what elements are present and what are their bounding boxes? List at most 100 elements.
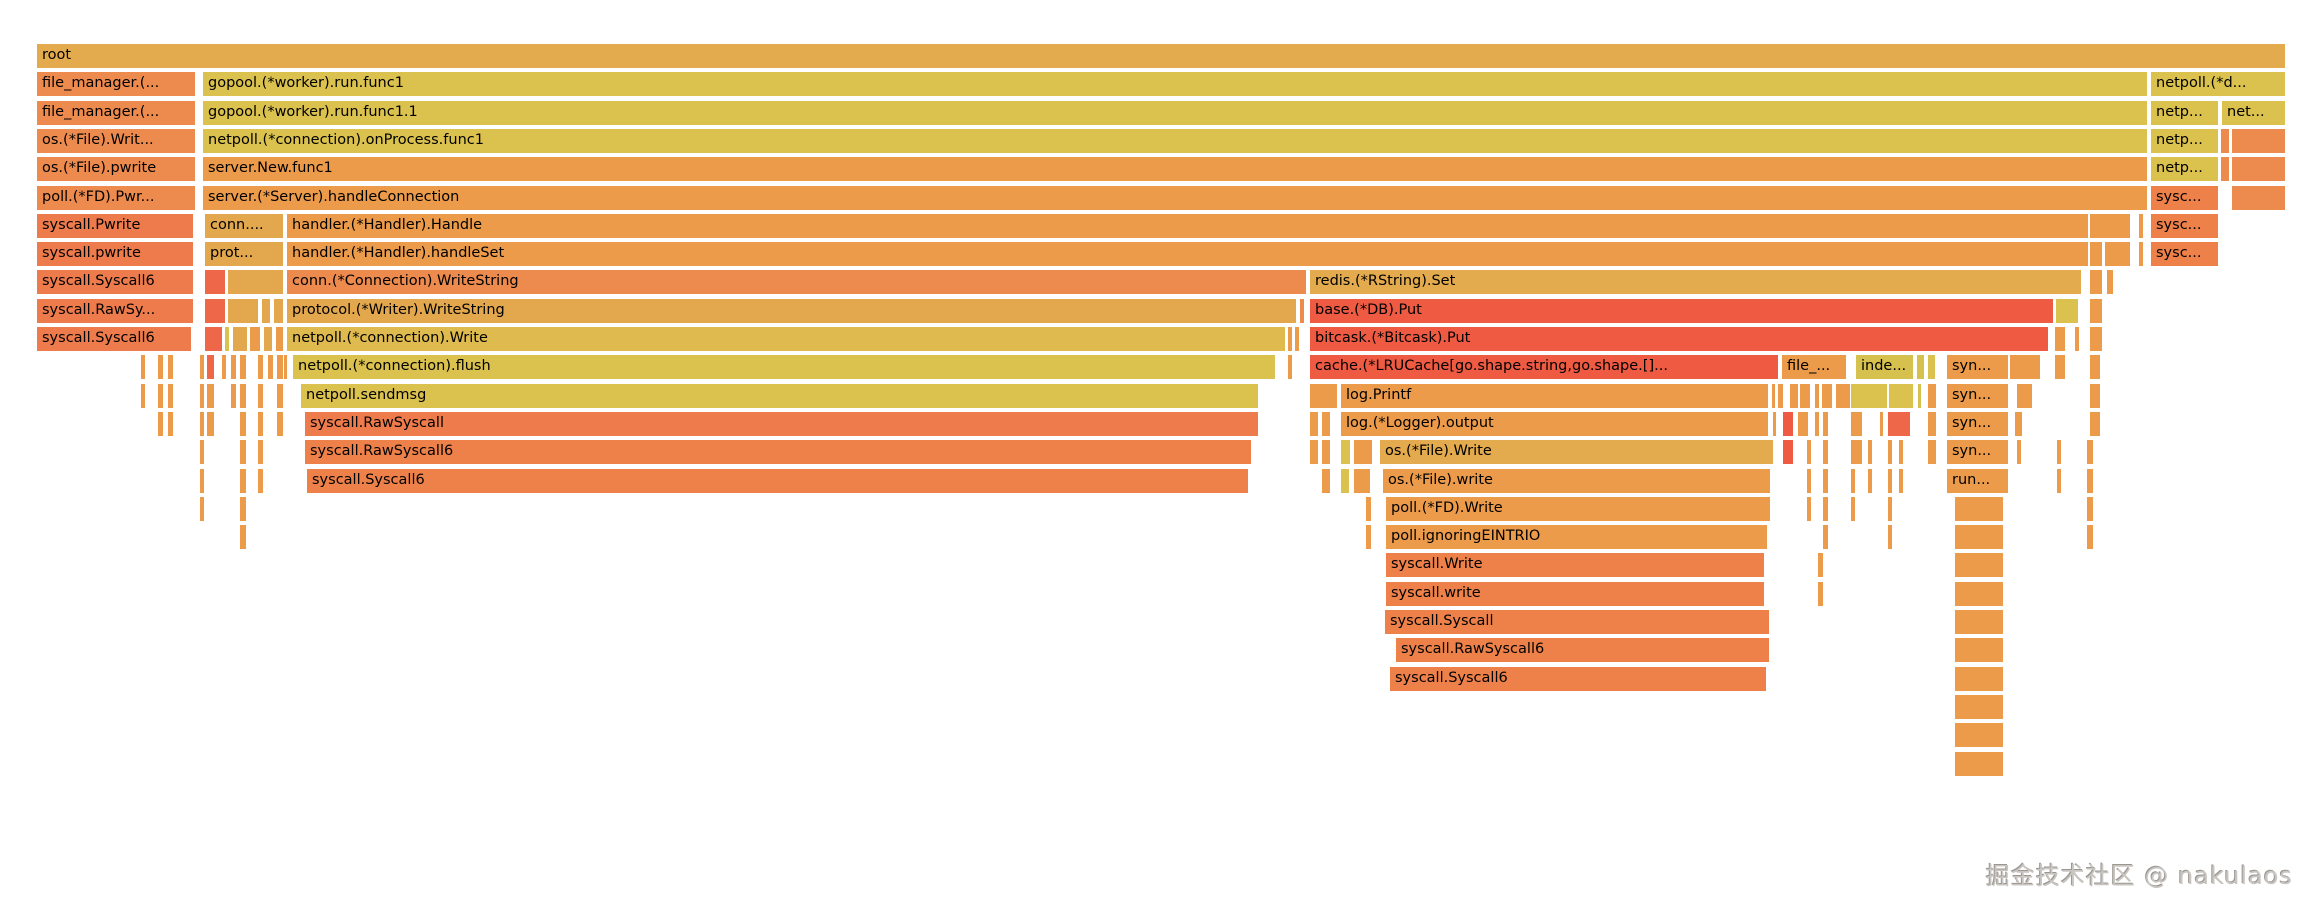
flame-frame[interactable] [1823,469,1828,493]
flame-frame[interactable] [2232,186,2285,210]
flame-frame[interactable] [207,412,214,436]
flame-frame[interactable]: poll.(*FD).Pwr... [37,186,195,210]
flame-frame[interactable] [2075,327,2079,351]
flame-frame[interactable]: inde... [1856,355,1913,379]
flame-frame[interactable] [1822,384,1832,408]
flame-frame[interactable] [1955,667,2003,691]
flame-frame[interactable] [1798,412,1808,436]
flame-frame[interactable] [1899,469,1903,493]
flame-frame[interactable] [2232,157,2285,181]
flame-frame[interactable] [258,440,263,464]
flame-frame[interactable]: netpoll.(*d... [2151,72,2285,96]
flame-frame[interactable] [277,384,283,408]
flame-frame[interactable] [231,355,236,379]
flame-frame[interactable] [1310,384,1337,408]
flame-frame[interactable] [207,384,214,408]
flame-frame[interactable] [200,412,204,436]
flame-frame[interactable] [1888,469,1892,493]
flame-frame[interactable]: gopool.(*worker).run.func1 [203,72,2147,96]
flame-frame[interactable] [205,270,225,294]
flame-frame[interactable] [1888,497,1892,521]
flame-frame[interactable] [1341,440,1350,464]
flame-frame[interactable]: syn... [1947,355,2008,379]
flame-frame[interactable] [233,327,247,351]
flame-frame[interactable]: bitcask.(*Bitcask).Put [1310,327,2048,351]
flame-frame[interactable] [284,355,287,379]
flame-frame[interactable] [200,497,204,521]
flame-frame[interactable]: file_manager.(... [37,72,195,96]
flame-frame[interactable]: syscall.Syscall [1385,610,1769,634]
flame-frame[interactable] [2056,299,2078,323]
flame-frame[interactable] [250,327,260,351]
flame-frame[interactable] [200,469,204,493]
flame-frame[interactable] [1851,412,1862,436]
flame-frame[interactable] [1783,440,1793,464]
flame-frame[interactable] [1928,355,1935,379]
flame-frame[interactable] [200,355,204,379]
flame-frame[interactable] [1790,384,1798,408]
flame-frame[interactable] [1322,440,1330,464]
flame-frame[interactable] [1354,469,1370,493]
flame-frame[interactable]: syscall.Syscall6 [1390,667,1766,691]
flame-frame[interactable] [225,327,229,351]
flame-frame[interactable] [240,384,246,408]
flame-frame[interactable]: base.(*DB).Put [1310,299,2053,323]
flame-frame[interactable] [2107,270,2113,294]
flame-frame[interactable]: syscall.Syscall6 [37,270,193,294]
flame-frame[interactable] [1955,497,2003,521]
flame-frame[interactable] [1928,440,1936,464]
flame-frame[interactable] [2090,270,2102,294]
flame-frame[interactable]: root [37,44,2285,68]
flame-frame[interactable]: syscall.Write [1386,553,1764,577]
flame-frame[interactable] [158,412,163,436]
flame-frame[interactable] [1322,412,1330,436]
flame-frame[interactable] [1955,723,2003,747]
flame-frame[interactable] [1341,469,1349,493]
flame-frame[interactable] [1836,384,1850,408]
flame-frame[interactable]: sysc... [2151,214,2218,238]
flame-frame[interactable]: conn.... [205,214,283,238]
flame-frame[interactable]: server.(*Server).handleConnection [203,186,2147,210]
flame-frame[interactable] [2221,157,2229,181]
flame-frame[interactable] [168,412,173,436]
flame-frame[interactable]: netpoll.(*connection).Write [287,327,1285,351]
flame-frame[interactable]: sysc... [2151,186,2218,210]
flame-frame[interactable] [1955,695,2003,719]
flame-frame[interactable] [1955,638,2003,662]
flame-frame[interactable]: syscall.pwrite [37,242,193,266]
flame-frame[interactable]: netpoll.(*connection).onProcess.func1 [203,129,2147,153]
flame-frame[interactable] [1354,440,1372,464]
flame-frame[interactable] [1288,355,1292,379]
flame-frame[interactable] [274,299,283,323]
flame-frame[interactable] [205,299,225,323]
flame-frame[interactable] [240,525,246,549]
flame-frame[interactable] [1295,327,1299,351]
flame-frame[interactable]: netp... [2151,101,2218,125]
flame-frame[interactable] [1818,553,1823,577]
flame-frame[interactable] [1851,440,1862,464]
flame-frame[interactable] [1778,384,1783,408]
flame-frame[interactable] [2090,242,2102,266]
flame-frame[interactable] [2087,497,2093,521]
flame-frame[interactable] [1823,525,1828,549]
flame-frame[interactable] [2090,355,2100,379]
flame-frame[interactable] [1851,384,1887,408]
flame-frame[interactable] [268,355,273,379]
flame-frame[interactable] [2057,469,2061,493]
flame-frame[interactable] [2087,469,2093,493]
flame-frame[interactable]: cache.(*LRUCache[go.shape.string,go.shap… [1310,355,1778,379]
flame-frame[interactable] [2057,440,2061,464]
flame-frame[interactable] [1917,355,1924,379]
flame-frame[interactable] [1868,440,1872,464]
flame-frame[interactable] [258,384,263,408]
flame-frame[interactable] [1955,525,2003,549]
flame-frame[interactable] [1889,384,1913,408]
flame-frame[interactable] [1772,384,1775,408]
flame-frame[interactable]: syscall.Syscall6 [307,469,1248,493]
flame-frame[interactable]: syn... [1947,412,2008,436]
flame-frame[interactable]: net... [2222,101,2285,125]
flame-frame[interactable] [2017,384,2032,408]
flame-frame[interactable]: log.(*Logger).output [1341,412,1768,436]
flame-frame[interactable]: syscall.Pwrite [37,214,193,238]
flame-frame[interactable] [2017,440,2021,464]
